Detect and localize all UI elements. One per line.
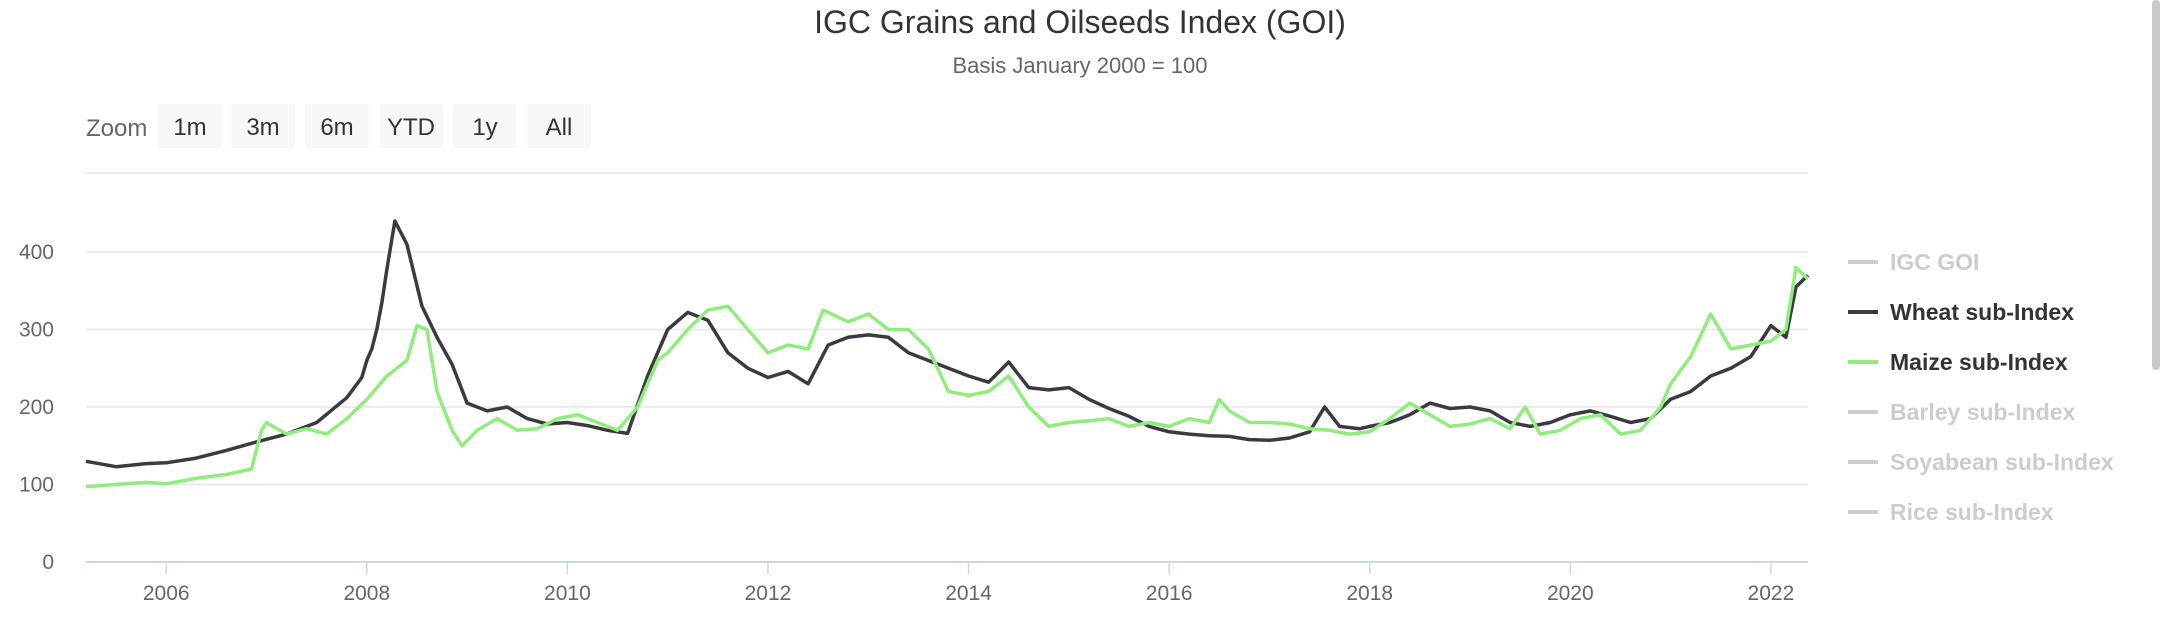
y-tick-label: 300: [19, 319, 54, 342]
legend-label: IGC GOI: [1890, 249, 1979, 275]
x-tick-label: 2006: [143, 582, 190, 605]
x-tick-label: 2008: [343, 582, 390, 605]
legend-label: Barley sub-Index: [1890, 399, 2076, 425]
series-line-wheat-sub-index[interactable]: [85, 219, 1810, 469]
zoom-button-label: All: [546, 114, 573, 141]
zoom-bar: Zoom 1m 3m 6m YTD 1y All: [86, 104, 591, 148]
x-tick-label: 2022: [1748, 582, 1795, 605]
zoom-button-ytd[interactable]: YTD: [379, 104, 443, 148]
series: [85, 219, 1810, 489]
chart-title: IGC Grains and Oilseeds Index (GOI): [814, 4, 1346, 40]
zoom-button-label: YTD: [387, 114, 435, 141]
zoom-button-1y[interactable]: 1y: [453, 104, 517, 148]
zoom-button-label: 3m: [246, 114, 279, 141]
legend-item-soyabean-sub-index[interactable]: Soyabean sub-Index: [1848, 449, 2114, 475]
y-tick-label: 400: [19, 241, 54, 264]
legend-label: Rice sub-Index: [1890, 499, 2054, 525]
zoom-button-label: 1y: [472, 114, 497, 141]
page-scrollbar[interactable]: [2152, 0, 2160, 370]
legend: IGC GOI Wheat sub-Index Maize sub-Index Bar…: [1848, 249, 2114, 525]
x-tick-label: 2018: [1346, 582, 1393, 605]
zoom-label: Zoom: [86, 115, 147, 142]
x-tick-label: 2014: [945, 582, 992, 605]
zoom-button-label: 1m: [173, 114, 206, 141]
legend-label: Soyabean sub-Index: [1890, 449, 2114, 475]
legend-item-wheat-sub-index[interactable]: Wheat sub-Index: [1848, 299, 2074, 325]
legend-item-barley-sub-index[interactable]: Barley sub-Index: [1848, 399, 2076, 425]
legend-item-maize-sub-index[interactable]: Maize sub-Index: [1848, 349, 2068, 375]
y-tick-label: 100: [19, 474, 54, 497]
zoom-button-1m[interactable]: 1m: [158, 104, 222, 148]
x-tick-label: 2010: [544, 582, 591, 605]
chart-subtitle: Basis January 2000 = 100: [952, 53, 1207, 78]
legend-label: Maize sub-Index: [1890, 349, 2068, 375]
series-line-maize-sub-index[interactable]: [85, 265, 1810, 489]
grid: [86, 172, 1808, 486]
legend-item-rice-sub-index[interactable]: Rice sub-Index: [1848, 499, 2054, 525]
x-tick-label: 2012: [745, 582, 792, 605]
zoom-button-all[interactable]: All: [527, 104, 591, 148]
y-tick-label: 200: [19, 396, 54, 419]
x-axis: 2006 2008 2010 2012 2014 2016 2018 2020 2022: [86, 561, 1808, 605]
y-tick-label: 0: [42, 551, 54, 574]
x-tick-label: 2020: [1547, 582, 1594, 605]
legend-item-igc-goi[interactable]: IGC GOI: [1848, 249, 1979, 275]
y-axis: 0 100 200 300 400: [19, 241, 54, 574]
x-tick-label: 2016: [1146, 582, 1193, 605]
legend-label: Wheat sub-Index: [1890, 299, 2074, 325]
zoom-button-6m[interactable]: 6m: [305, 104, 369, 148]
zoom-button-3m[interactable]: 3m: [231, 104, 295, 148]
zoom-button-label: 6m: [320, 114, 353, 141]
